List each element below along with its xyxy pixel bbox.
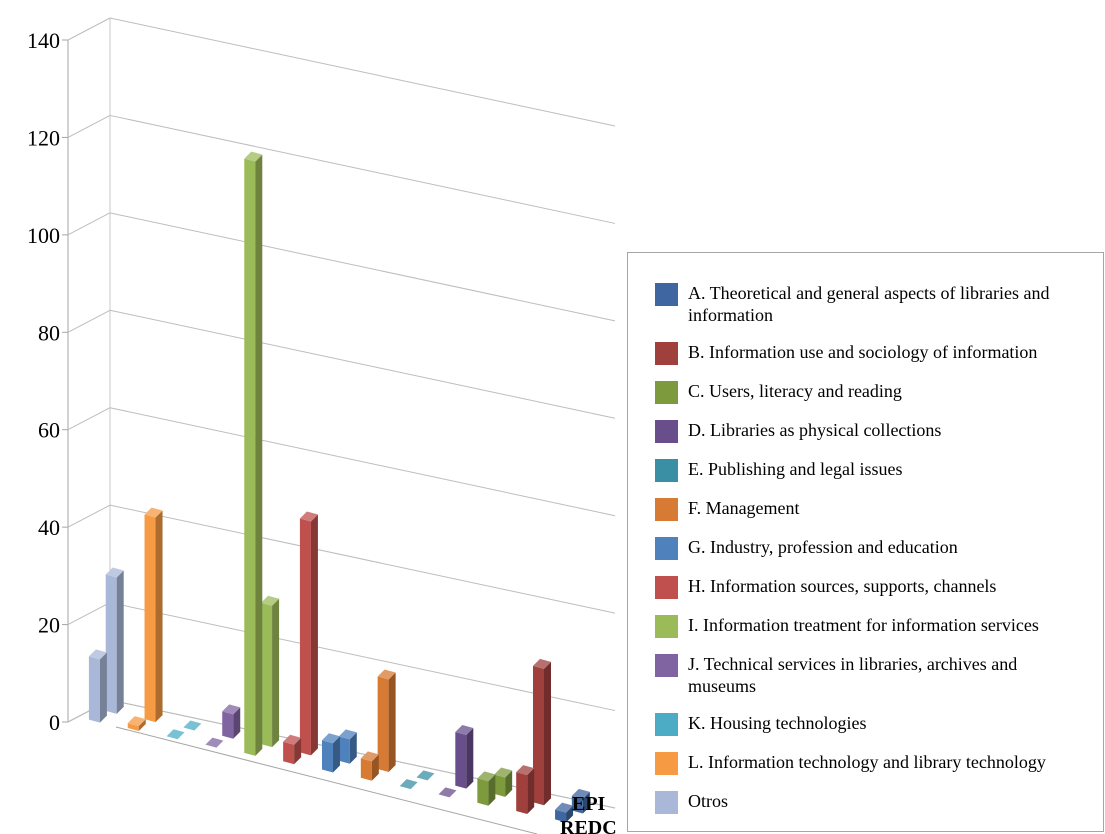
bar [321, 733, 340, 773]
gridline-side [67, 407, 111, 431]
bar [533, 658, 552, 806]
y-tick-label: 20 [38, 613, 60, 638]
y-tick-label: 140 [27, 28, 60, 53]
bar [144, 507, 163, 723]
bar [166, 729, 185, 740]
floor-front-edge [115, 726, 538, 834]
legend-label: C. Users, literacy and reading [688, 381, 902, 401]
bar [261, 595, 280, 748]
legend-label: H. Information sources, supports, channe… [688, 576, 997, 596]
gridline-back [109, 114, 616, 224]
bar [494, 767, 513, 797]
bar [244, 151, 263, 756]
legend-swatch [655, 576, 678, 599]
bar [516, 765, 535, 815]
y-tick-label: 0 [49, 710, 60, 735]
gridline-side [67, 309, 111, 333]
legend-item: A. Theoretical and general aspects of li… [655, 282, 1103, 326]
legend-swatch [655, 381, 678, 404]
legend-label: J. Technical services in libraries, arch… [688, 654, 1018, 696]
legend-swatch [655, 752, 678, 775]
legend-label: A. Theoretical and general aspects of li… [688, 283, 1050, 325]
bar [88, 649, 107, 723]
bar [377, 669, 396, 773]
legend-item: J. Technical services in libraries, arch… [655, 653, 1103, 697]
legend-swatch [655, 459, 678, 482]
legend: A. Theoretical and general aspects of li… [627, 252, 1104, 832]
legend-item: B. Information use and sociology of info… [655, 341, 1103, 365]
legend-label: E. Publishing and legal issues [688, 459, 903, 479]
legend-swatch [655, 420, 678, 443]
gridline-back [109, 212, 616, 322]
legend-item: L. Information technology and library te… [655, 751, 1103, 775]
legend-swatch [655, 283, 678, 306]
y-tick-label: 40 [38, 515, 60, 540]
legend-label: G. Industry, profession and education [688, 537, 958, 557]
legend-item: Otros [655, 790, 1103, 814]
y-tick-label: 100 [27, 223, 60, 248]
legend-item: C. Users, literacy and reading [655, 380, 1103, 404]
bar [477, 771, 496, 806]
legend-item: K. Housing technologies [655, 712, 1103, 736]
legend-item: H. Information sources, supports, channe… [655, 575, 1103, 599]
gridline-side [67, 602, 111, 626]
bar [105, 567, 124, 714]
legend-swatch [655, 342, 678, 365]
legend-item: D. Libraries as physical collections [655, 419, 1103, 443]
bar [438, 787, 457, 798]
legend-swatch [655, 654, 678, 677]
gridline-side [67, 212, 111, 236]
bar [360, 751, 379, 781]
gridline-back [109, 17, 616, 127]
legend-item: I. Information treatment for information… [655, 614, 1103, 638]
y-tick-label: 120 [27, 125, 60, 150]
gridline-side [67, 504, 111, 528]
gridline-back [109, 309, 616, 419]
bar [555, 802, 574, 823]
legend-label: F. Management [688, 498, 800, 518]
bar [416, 770, 435, 781]
bar [338, 729, 357, 764]
bar [299, 511, 318, 756]
legend-label: L. Information technology and library te… [688, 752, 1046, 772]
legend-swatch [655, 713, 678, 736]
legend-label: D. Libraries as physical collections [688, 420, 942, 440]
y-tick-label: 60 [38, 418, 60, 443]
legend-swatch [655, 498, 678, 521]
bar [183, 720, 202, 731]
gridline-back [109, 504, 616, 614]
legend-label: I. Information treatment for information… [688, 615, 1039, 635]
bar [571, 788, 590, 814]
legend-item: E. Publishing and legal issues [655, 458, 1103, 482]
series-label: REDC [560, 817, 617, 834]
bar [399, 779, 418, 790]
y-tick-label: 80 [38, 320, 60, 345]
gridline-back [109, 407, 616, 517]
legend-item: G. Industry, profession and education [655, 536, 1103, 560]
gridline-back [109, 602, 616, 712]
bar [222, 704, 241, 739]
gridline-side [67, 114, 111, 138]
series-label: EPI [572, 793, 606, 815]
legend-swatch [655, 791, 678, 814]
legend-label: Otros [688, 791, 728, 811]
legend-label: K. Housing technologies [688, 713, 867, 733]
legend-swatch [655, 537, 678, 560]
bar [205, 737, 224, 748]
legend-label: B. Information use and sociology of info… [688, 342, 1038, 362]
bar [127, 716, 146, 731]
gridline-side [67, 17, 111, 41]
legend-item: F. Management [655, 497, 1103, 521]
legend-swatch [655, 615, 678, 638]
bar [283, 734, 302, 765]
bar [455, 725, 474, 789]
